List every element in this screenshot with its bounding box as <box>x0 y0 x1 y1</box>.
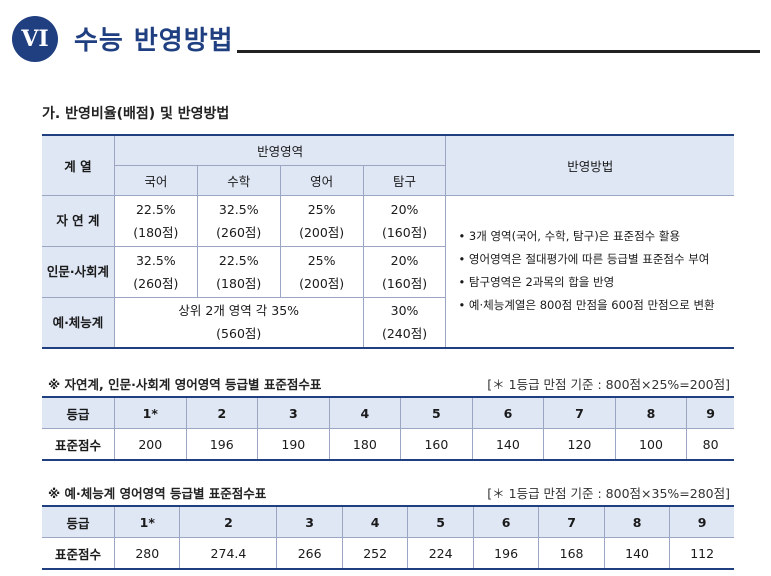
ratio-cell: 22.5% (180점) <box>113 194 198 247</box>
grade-cell: 8 <box>614 397 688 429</box>
row-label: 표준점수 <box>42 537 115 569</box>
table2-note: [＊ 1등급 만점 기준 : 800점×35%=280점] <box>487 486 730 501</box>
subject-header: 국어 <box>113 164 198 196</box>
grade-cell: 5 <box>400 397 473 429</box>
ratio-cell: 30% (240점) <box>362 296 447 348</box>
subject-header: 탐구 <box>362 164 447 196</box>
subject-header: 수학 <box>196 164 281 196</box>
score-cell: 140 <box>603 537 671 569</box>
subsection-title: 가. 반영비율(배점) 및 반영방법 <box>42 106 230 122</box>
table1-note: [＊ 1등급 만점 기준 : 800점×25%=200점] <box>487 377 730 392</box>
score-cell: 112 <box>669 537 734 569</box>
col-header-method: 반영방법 <box>445 135 734 196</box>
grade-score-table-2: 등급 1* 2 3 4 5 6 7 8 9 표준점수 280 274.4 266… <box>42 505 734 570</box>
grade-cell: 2 <box>185 397 259 429</box>
grade-cell: 3 <box>257 397 330 429</box>
score-cell: 100 <box>614 428 688 460</box>
col-header-areas: 반영영역 <box>113 135 447 166</box>
reflection-ratio-table: 계 열 반영영역 반영방법 국어 수학 영어 탐구 자 연 계 22.5% (18… <box>42 134 734 349</box>
score-cell: 180 <box>328 428 402 460</box>
grade-cell: 9 <box>669 506 734 538</box>
row-label: 자 연 계 <box>42 194 115 247</box>
grade-cell: 6 <box>471 397 545 429</box>
table2-title: ※ 예·체능계 영어영역 등급별 표준점수표 <box>48 486 267 501</box>
table1-title: ※ 자연계, 인문·사회계 영어영역 등급별 표준점수표 <box>48 377 322 392</box>
method-item: 예·체능계열은 800점 만점을 600점 만점으로 변환 <box>458 294 734 317</box>
score-cell: 120 <box>543 428 616 460</box>
subject-header: 영어 <box>279 164 364 196</box>
section-title: 수능 반영방법 <box>74 26 234 56</box>
table-row: 자 연 계 22.5% (180점) 32.5% (260점) 25% (200점) … <box>42 194 734 349</box>
ratio-cell-merged: 상위 2개 영역 각 35% (560점) <box>113 296 364 348</box>
grade-cell: 9 <box>686 397 734 429</box>
ratio-cell: 22.5% (180점) <box>196 245 281 298</box>
grade-cell: 7 <box>538 506 605 538</box>
grade-cell: 4 <box>328 397 402 429</box>
method-item: 3개 영역(국어, 수학, 탐구)은 표준점수 활용 <box>458 225 734 248</box>
table-row: 등급 1* 2 3 4 5 6 7 8 9 <box>42 397 734 429</box>
score-cell: 252 <box>341 537 409 569</box>
score-cell: 274.4 <box>179 537 278 569</box>
grade-cell: 8 <box>603 506 671 538</box>
table-row: 표준점수 200 196 190 180 160 140 120 100 80 <box>42 428 734 460</box>
ratio-cell: 32.5% (260점) <box>196 194 281 247</box>
ratio-cell: 25% (200점) <box>279 194 364 247</box>
method-item: 탐구영역은 2과목의 합을 반영 <box>458 271 734 294</box>
row-label: 표준점수 <box>42 428 115 460</box>
score-cell: 280 <box>113 537 181 569</box>
section-header: VI 수능 반영방법 <box>12 16 760 62</box>
grade-cell: 1* <box>114 397 187 429</box>
ratio-cell: 20% (160점) <box>362 245 447 298</box>
col-header-track: 계 열 <box>42 135 115 196</box>
score-cell: 160 <box>400 428 473 460</box>
score-cell: 266 <box>276 537 343 569</box>
table-row: 표준점수 280 274.4 266 252 224 196 168 140 1… <box>42 537 734 569</box>
ratio-cell: 20% (160점) <box>362 194 447 247</box>
row-label: 인문·사회계 <box>42 245 115 298</box>
grade-cell: 6 <box>472 506 540 538</box>
row-label: 등급 <box>42 397 115 429</box>
grade-cell: 1* <box>113 506 181 538</box>
score-cell: 200 <box>114 428 187 460</box>
row-label: 등급 <box>42 506 115 538</box>
ratio-cell: 25% (200점) <box>279 245 364 298</box>
grade-cell: 7 <box>543 397 616 429</box>
ratio-cell: 32.5% (260점) <box>113 245 198 298</box>
score-cell: 224 <box>407 537 474 569</box>
score-cell: 196 <box>472 537 540 569</box>
grade-cell: 2 <box>179 506 278 538</box>
grade-cell: 3 <box>276 506 343 538</box>
method-item: 영어영역은 절대평가에 따른 등급별 표준점수 부여 <box>458 248 734 271</box>
method-list: 3개 영역(국어, 수학, 탐구)은 표준점수 활용 영어영역은 절대평가에 따… <box>445 194 734 349</box>
grade-score-table-1: 등급 1* 2 3 4 5 6 7 8 9 표준점수 200 196 190 1… <box>42 396 734 461</box>
table-row: 등급 1* 2 3 4 5 6 7 8 9 <box>42 506 734 538</box>
row-label: 예·체능계 <box>42 296 115 348</box>
score-cell: 140 <box>471 428 545 460</box>
score-cell: 190 <box>257 428 330 460</box>
grade-cell: 5 <box>407 506 474 538</box>
score-cell: 80 <box>686 428 734 460</box>
title-underline <box>237 50 760 53</box>
score-cell: 196 <box>185 428 259 460</box>
table-row: 예·체능계 상위 2개 영역 각 35% (560점) 30% (240점) <box>42 296 734 348</box>
section-number-badge: VI <box>12 16 58 62</box>
score-cell: 168 <box>538 537 605 569</box>
grade-cell: 4 <box>341 506 409 538</box>
